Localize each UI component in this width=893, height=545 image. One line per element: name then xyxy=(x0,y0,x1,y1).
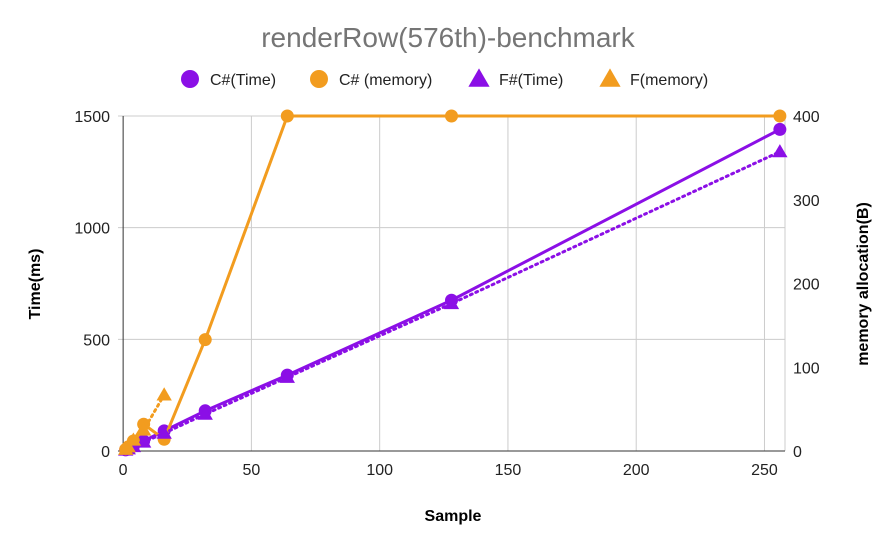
legend-item: F(memory) xyxy=(599,68,708,89)
y-tick-label: 1000 xyxy=(74,221,110,238)
data-point xyxy=(773,122,787,136)
y2-axis-title: memory allocation(B) xyxy=(855,202,872,366)
x-tick-label: 100 xyxy=(366,462,393,479)
circle-icon xyxy=(181,70,199,88)
data-point xyxy=(279,369,295,383)
data-point xyxy=(156,425,172,439)
y-tick-label: 500 xyxy=(83,332,110,349)
data-point xyxy=(120,439,136,453)
data-point xyxy=(772,144,788,158)
data-point xyxy=(156,387,172,401)
legend: C#(Time) C# (memory) F#(Time) F(memory) xyxy=(181,68,708,89)
grid xyxy=(118,115,786,452)
axes xyxy=(118,116,785,452)
y2-tick-label: 300 xyxy=(793,193,820,210)
tick-labels: 0 50 100 150 200 250 0 500 1000 1500 0 100 200 300 400 xyxy=(74,109,819,479)
triangle-icon xyxy=(599,68,621,87)
series-layer xyxy=(118,109,788,457)
data-point xyxy=(773,109,787,123)
y-axis-title: Time(ms) xyxy=(27,249,44,320)
circle-icon xyxy=(310,70,328,88)
x-tick-label: 0 xyxy=(119,462,128,479)
y2-tick-label: 200 xyxy=(793,277,820,294)
x-tick-label: 250 xyxy=(751,462,778,479)
legend-label: C#(Time) xyxy=(210,72,276,89)
data-point xyxy=(197,406,213,420)
y-tick-label: 0 xyxy=(101,444,110,461)
data-point xyxy=(125,432,142,446)
y2-tick-label: 100 xyxy=(793,360,820,377)
data-point xyxy=(198,333,212,347)
data-point xyxy=(135,422,152,436)
legend-item: F#(Time) xyxy=(468,68,563,89)
series-line xyxy=(124,114,780,451)
data-point xyxy=(443,295,460,310)
data-point xyxy=(445,109,458,123)
triangle-icon xyxy=(468,68,490,87)
y2-tick-label: 0 xyxy=(793,444,802,461)
x-tick-label: 50 xyxy=(243,462,261,479)
legend-item: C#(Time) xyxy=(181,70,276,89)
legend-label: C# (memory) xyxy=(339,72,432,89)
x-axis-title: Sample xyxy=(425,508,482,525)
legend-label: F(memory) xyxy=(630,72,708,89)
legend-item: C# (memory) xyxy=(310,70,432,89)
chart-title: renderRow(576th)-benchmark xyxy=(261,22,636,53)
x-tick-label: 150 xyxy=(495,462,522,479)
data-point xyxy=(280,109,294,123)
legend-label: F#(Time) xyxy=(499,72,563,89)
y2-tick-label: 400 xyxy=(793,109,820,126)
x-tick-label: 200 xyxy=(623,462,650,479)
series-3 xyxy=(118,387,172,455)
y-tick-label: 1500 xyxy=(74,109,110,126)
